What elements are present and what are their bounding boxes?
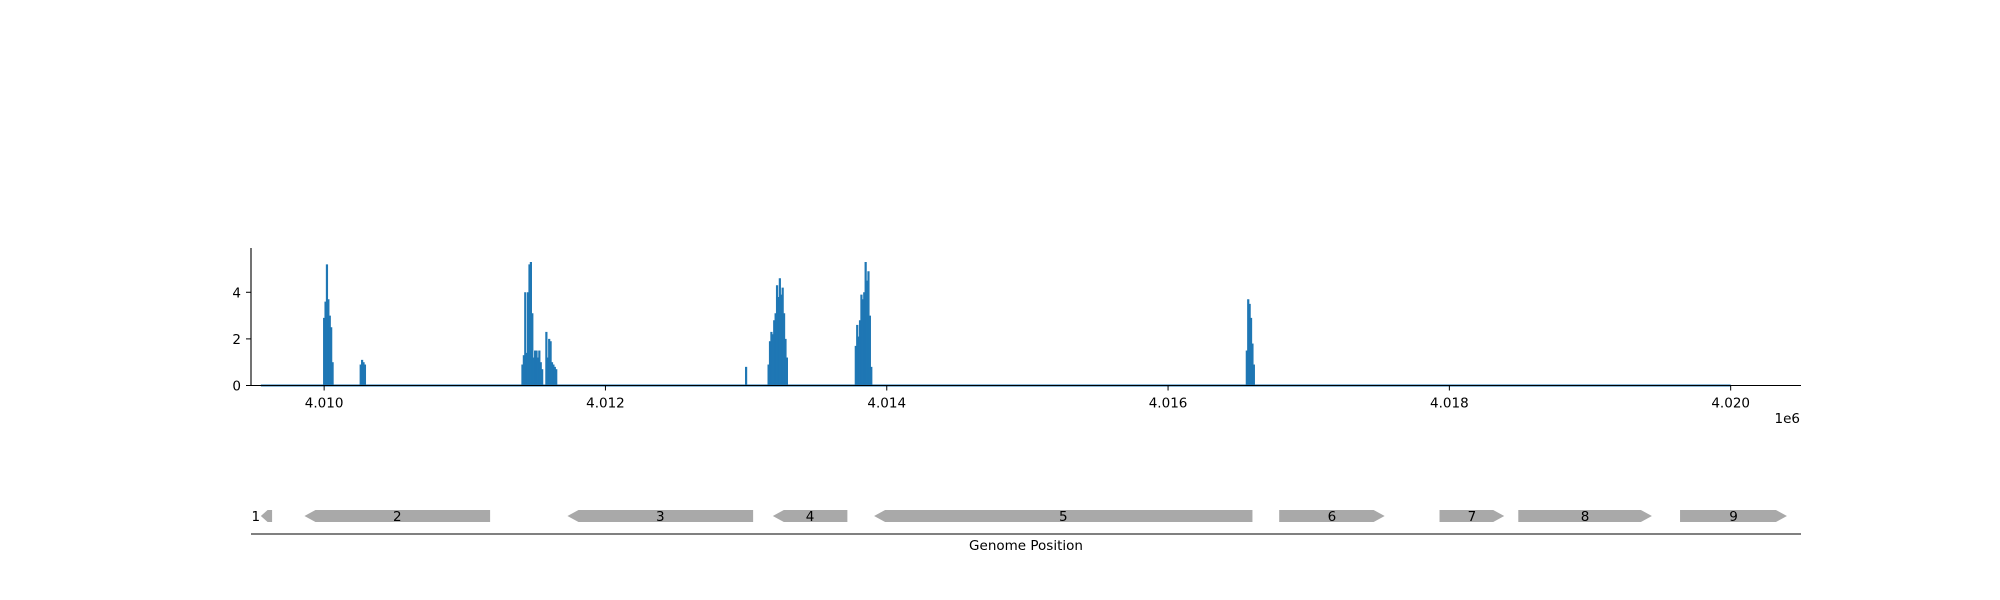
gene-feature-arrow xyxy=(1279,510,1385,522)
gene-feature-arrow xyxy=(1680,510,1787,522)
gene-feature-arrow xyxy=(772,510,848,522)
gene-feature-label: 4 xyxy=(806,509,815,525)
gene-feature-arrow xyxy=(260,510,273,522)
gene-feature-label: 5 xyxy=(1059,509,1068,525)
coverage-panel: 4.010 4.012 4.014 4.016 4.018 4.020 0 2 4 1e6 xyxy=(232,248,1801,427)
y-tick-label: 0 xyxy=(232,379,241,395)
gene-feature-arrow xyxy=(874,510,1253,522)
x-tick-label: 4.016 xyxy=(1149,396,1188,412)
gene-feature-arrow xyxy=(304,510,491,522)
x-tick-label: 4.010 xyxy=(305,396,344,412)
y-tick-label: 2 xyxy=(232,332,241,348)
gene-features: 1 2 3 4 5 6 7 8 9 xyxy=(252,509,1787,525)
y-ticks: 0 2 4 xyxy=(232,285,251,395)
x-tick-label: 4.018 xyxy=(1430,396,1469,412)
x-tick-label: 4.020 xyxy=(1711,396,1750,412)
x-tick-label: 4.012 xyxy=(586,396,625,412)
gene-feature-label: 6 xyxy=(1328,509,1337,525)
gene-feature-arrow xyxy=(1439,510,1505,522)
gene-feature-label: 2 xyxy=(393,509,402,525)
x-ticks: 4.010 4.012 4.014 4.016 4.018 4.020 xyxy=(305,385,1750,412)
gene-track-xlabel: Genome Position xyxy=(969,538,1083,554)
gene-feature-arrow xyxy=(1518,510,1652,522)
gene-track-panel: 1 2 3 4 5 6 7 8 9 Genome Position xyxy=(251,509,1801,554)
gene-feature-label: 3 xyxy=(656,509,665,525)
gene-feature-label: 7 xyxy=(1468,509,1477,525)
y-tick-label: 4 xyxy=(232,285,241,301)
x-axis-offset-label: 1e6 xyxy=(1775,411,1800,427)
gene-feature-label: 1 xyxy=(252,509,261,525)
x-tick-label: 4.014 xyxy=(867,396,906,412)
gene-feature-label: 9 xyxy=(1729,509,1738,525)
gene-feature-arrow xyxy=(567,510,754,522)
gene-feature-label: 8 xyxy=(1581,509,1590,525)
